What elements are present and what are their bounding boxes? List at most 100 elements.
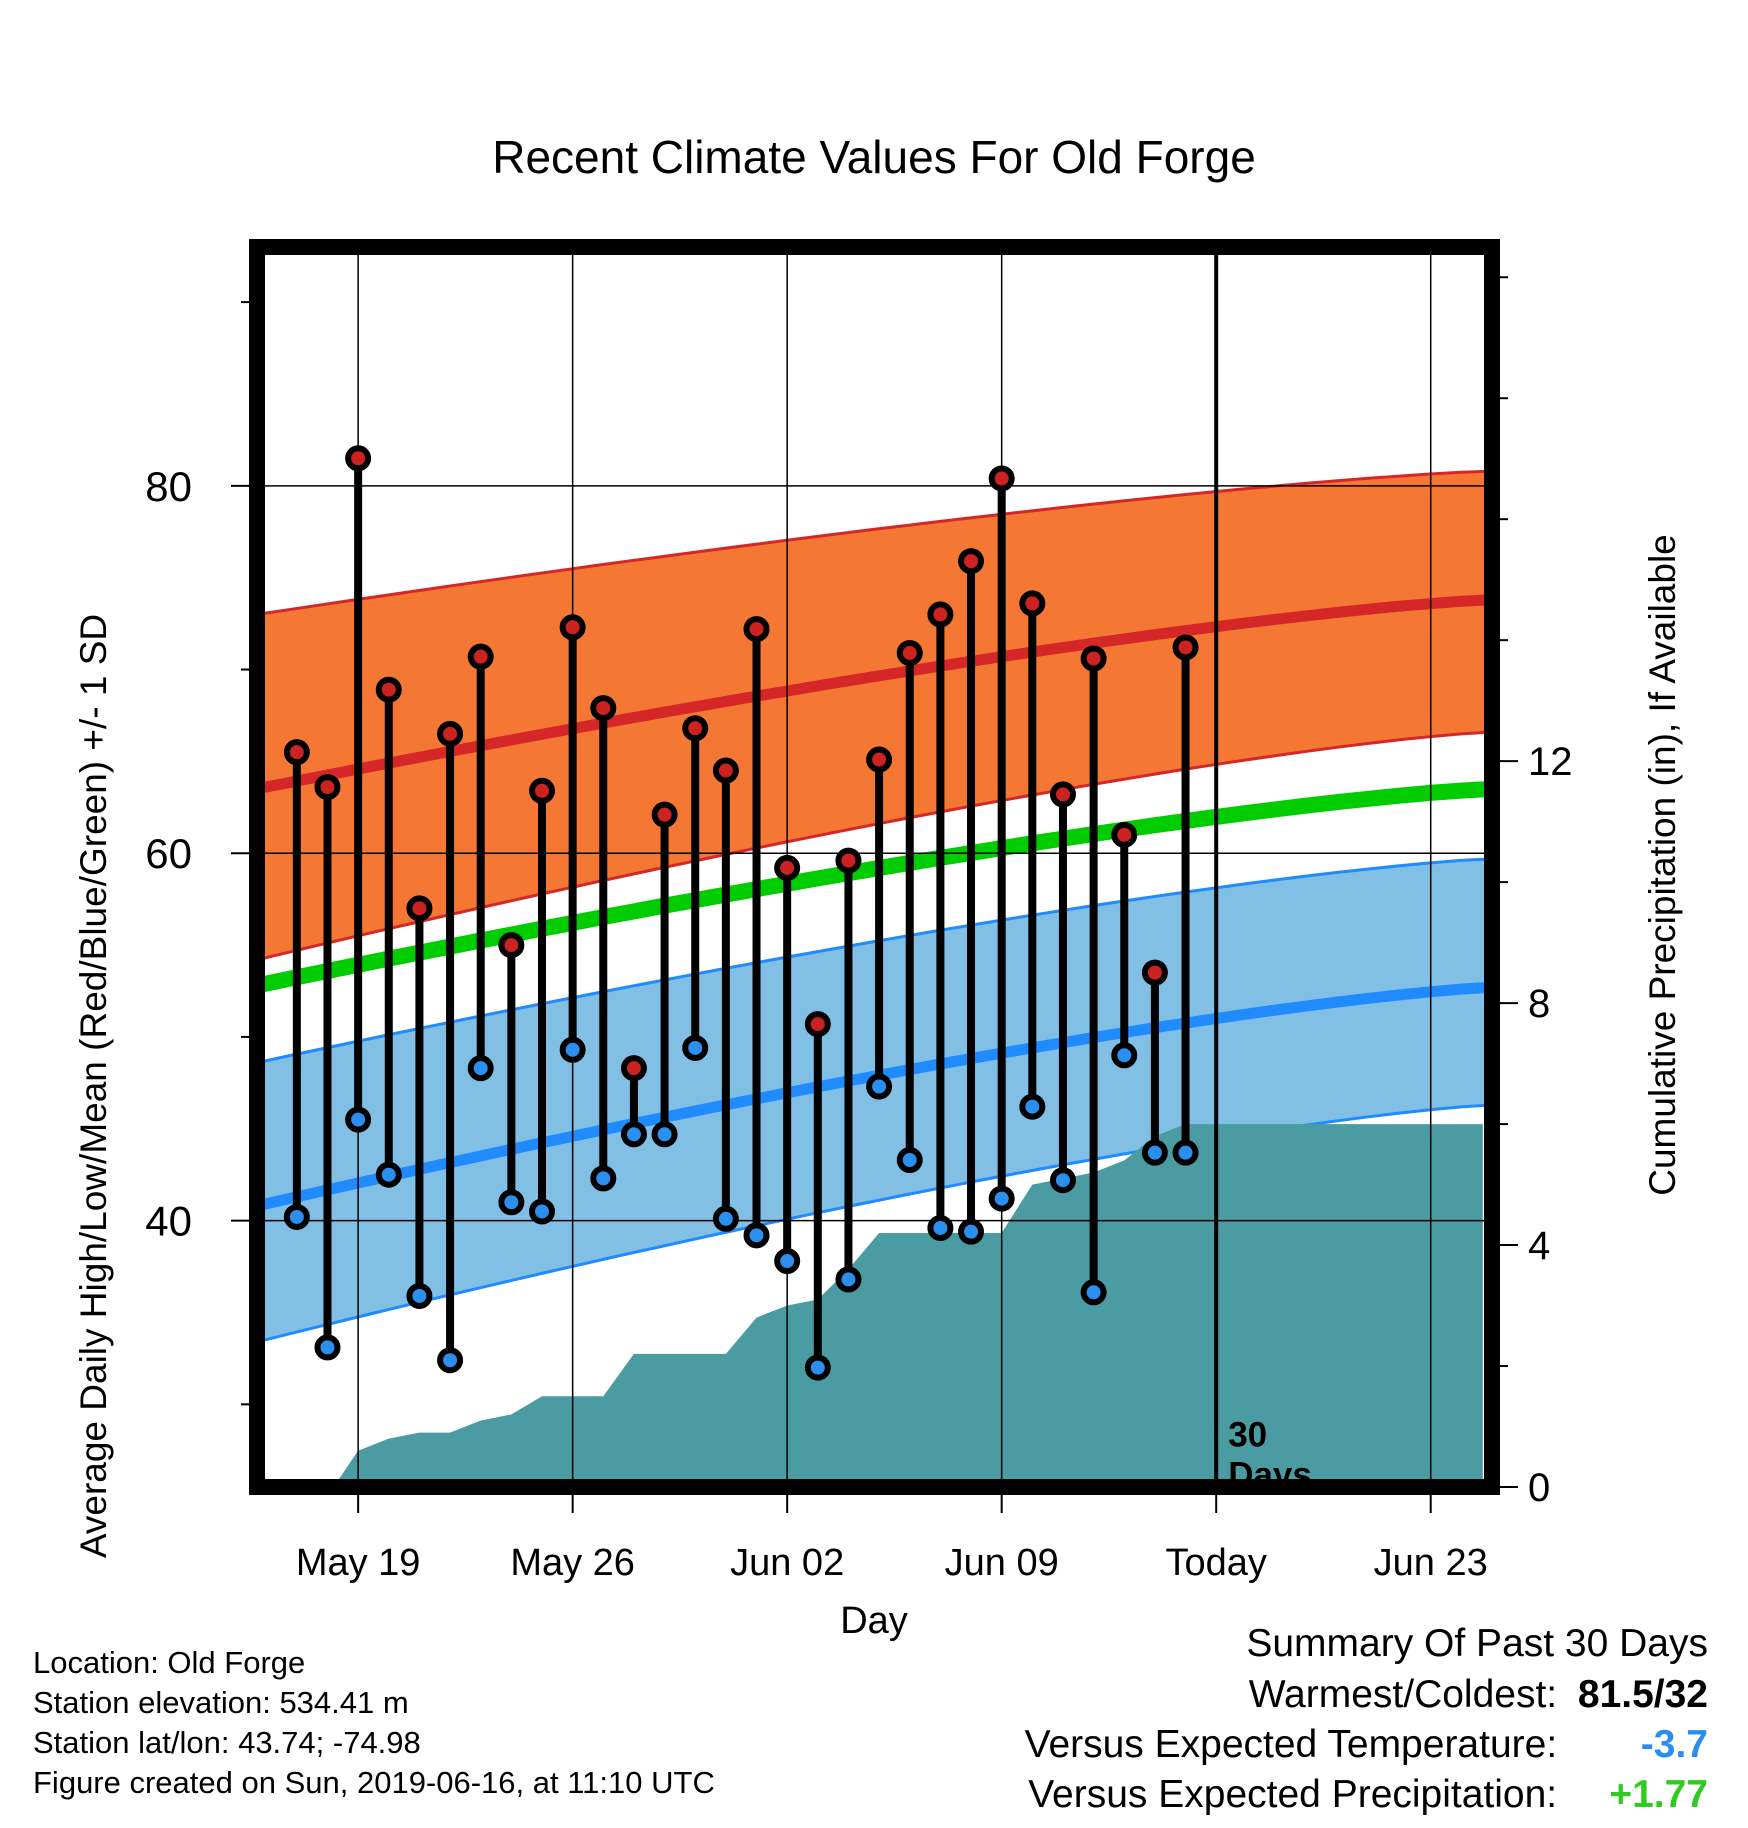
precip-departure-label: Versus Expected Precipitation:	[1028, 1773, 1558, 1816]
obs-low-marker	[774, 1248, 801, 1275]
obs-low-marker	[958, 1218, 985, 1245]
obs-high-marker	[283, 739, 310, 766]
obs-low-marker	[1111, 1042, 1138, 1069]
obs-low-marker	[620, 1121, 647, 1148]
obs-low-marker	[651, 1121, 678, 1148]
obs-low-marker	[345, 1106, 372, 1133]
temp-departure-value: -3.7	[1640, 1723, 1708, 1766]
normal-mean-line	[257, 780, 1492, 994]
y-tick-label-right: 0	[1528, 1466, 1550, 1510]
normal-high-line	[257, 594, 1492, 795]
obs-low-marker	[1019, 1093, 1046, 1120]
y-axis-label-left: Average Daily High/Low/Mean (Red/Blue/Gr…	[73, 614, 114, 1558]
obs-high-marker	[620, 1055, 647, 1082]
y-axis-label-right: Cumulative Precipitation (in), If Availa…	[1642, 534, 1683, 1196]
y-tick-label-left: 80	[145, 463, 192, 510]
plot-frame	[249, 239, 1500, 1495]
summary-warm-cold: Warmest/Coldest: 81.5/32	[1025, 1670, 1708, 1720]
obs-low-marker	[437, 1347, 464, 1374]
obs-high-marker	[835, 847, 862, 874]
obs-low-marker	[1172, 1139, 1199, 1166]
y-tick-label-right: 8	[1528, 982, 1550, 1026]
obs-low-marker	[896, 1147, 923, 1174]
x-tick-label: Today	[1165, 1542, 1266, 1584]
obs-high-marker	[804, 1011, 831, 1038]
obs-low-marker	[559, 1036, 586, 1063]
obs-high-marker	[498, 932, 525, 959]
obs-high-marker	[682, 715, 709, 742]
warm-cold-label: Warmest/Coldest:	[1248, 1673, 1558, 1716]
obs-high-marker	[314, 774, 341, 801]
obs-low-marker	[498, 1189, 525, 1216]
obs-high-marker	[743, 616, 770, 643]
obs-high-marker	[345, 445, 372, 472]
obs-high-marker	[559, 614, 586, 641]
obs-high-marker	[467, 643, 494, 670]
obs-low-marker	[283, 1203, 310, 1230]
x-tick-label: May 26	[510, 1542, 635, 1584]
obs-low-marker	[866, 1073, 893, 1100]
warm-cold-value: 81.5/32	[1577, 1673, 1708, 1716]
today-annotation-line: 30	[1228, 1416, 1267, 1455]
obs-low-marker	[529, 1198, 555, 1225]
high-sd-band	[257, 471, 1492, 960]
obs-low-marker	[835, 1266, 862, 1293]
obs-high-marker	[988, 465, 1015, 492]
obs-low-marker	[375, 1161, 402, 1188]
obs-high-marker	[437, 720, 464, 747]
created-text: Figure created on Sun, 2019-06-16, at 11…	[33, 1765, 715, 1800]
obs-high-marker	[958, 548, 985, 575]
obs-high-marker	[896, 639, 923, 666]
obs-low-marker	[1080, 1279, 1107, 1306]
obs-high-marker	[927, 601, 954, 628]
x-tick-label: Jun 09	[945, 1542, 1059, 1584]
chart-title: Recent Climate Values For Old Forge	[492, 131, 1256, 183]
x-tick-label: Jun 02	[730, 1542, 844, 1584]
obs-high-marker	[1019, 590, 1046, 617]
y-tick-label-left: 60	[145, 830, 192, 877]
temp-departure-label: Versus Expected Temperature:	[1024, 1723, 1558, 1766]
obs-low-marker	[314, 1334, 341, 1361]
obs-low-marker	[743, 1222, 770, 1249]
obs-low-marker	[927, 1214, 954, 1241]
elevation-text: Station elevation: 534.41 m	[33, 1685, 409, 1720]
obs-low-marker	[682, 1034, 709, 1061]
obs-low-marker	[590, 1165, 617, 1192]
obs-high-marker	[1172, 634, 1199, 661]
obs-high-marker	[529, 777, 555, 804]
low-sd-upper-edge	[257, 857, 1492, 1065]
obs-high-marker	[406, 895, 433, 922]
precip-area	[333, 1124, 1483, 1487]
obs-low-marker	[1049, 1167, 1076, 1194]
latlon-text: Station lat/lon: 43.74; -74.98	[33, 1725, 421, 1760]
station-info: Location: Old Forge Station elevation: 5…	[33, 1643, 715, 1803]
obs-low-marker	[406, 1282, 433, 1309]
axes: May 19 May 26 Jun 02 Jun 09 Today Jun 2340608…	[145, 239, 1573, 1584]
y-tick-label-right: 4	[1528, 1224, 1550, 1268]
obs-high-marker	[712, 757, 739, 784]
obs-high-marker	[866, 746, 893, 773]
obs-high-marker	[1080, 645, 1107, 672]
obs-low-marker	[988, 1185, 1015, 1212]
x-tick-label: Jun 23	[1374, 1542, 1488, 1584]
summary-temp: Versus Expected Temperature: -3.7	[1025, 1720, 1708, 1770]
x-tick-label: May 19	[296, 1542, 421, 1584]
obs-high-marker	[1111, 821, 1138, 848]
high-sd-lower-edge	[257, 730, 1492, 962]
x-axis-label: Day	[840, 1600, 908, 1642]
obs-high-marker	[1049, 781, 1076, 808]
obs-high-marker	[774, 854, 801, 881]
obs-high-marker	[590, 695, 617, 722]
summary-precip: Versus Expected Precipitation: +1.77	[1025, 1770, 1708, 1820]
summary-panel: Summary Of Past 30 Days Warmest/Coldest:…	[1025, 1618, 1708, 1820]
precip-departure-value: +1.77	[1609, 1773, 1708, 1816]
obs-high-marker	[651, 801, 678, 828]
plot-area: 30 Days	[257, 247, 1492, 1487]
obs-high-marker	[1141, 959, 1168, 986]
obs-low-marker	[1141, 1139, 1168, 1166]
y-tick-label-left: 40	[145, 1198, 192, 1245]
summary-title: Summary Of Past 30 Days	[1246, 1622, 1708, 1665]
obs-low-marker	[804, 1354, 831, 1381]
location-text: Location: Old Forge	[33, 1645, 306, 1680]
